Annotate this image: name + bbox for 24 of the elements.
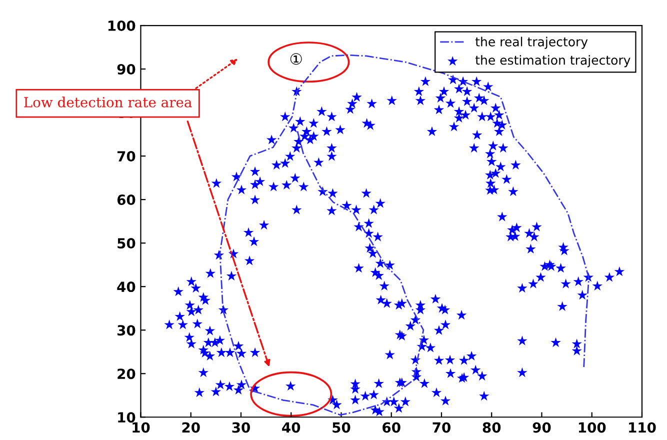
x-tick-label: 10: [132, 422, 150, 433]
x-tick-label: 100: [578, 422, 606, 433]
y-tick-label: 90: [117, 64, 136, 75]
legend-label: the estimation trajectory: [475, 55, 630, 68]
x-tick-label: 50: [332, 422, 350, 433]
x-tick-label: 20: [182, 422, 200, 433]
y-tick-label: 100: [108, 20, 136, 31]
x-tick-label: 40: [282, 422, 300, 433]
annotation: ①: [290, 53, 302, 65]
x-tick-label: 110: [629, 422, 656, 433]
x-tick-label: 60: [382, 422, 400, 433]
y-tick-label: 70: [117, 151, 136, 162]
y-tick-label: 20: [118, 368, 136, 380]
x-tick-label: 30: [232, 422, 250, 433]
y-tick-label: 60: [117, 194, 136, 206]
annotation: Low detection rate area: [24, 96, 192, 108]
x-tick-label: 90: [532, 422, 551, 433]
x-tick-label: 80: [482, 422, 501, 433]
y-tick-label: 40: [117, 282, 136, 292]
y-tick-label: 30: [117, 325, 136, 336]
legend-label: the real trajectory: [475, 36, 588, 49]
x-tick-label: 70: [432, 422, 450, 433]
y-tick-label: 50: [118, 238, 136, 249]
y-tick-label: 10: [118, 412, 136, 423]
